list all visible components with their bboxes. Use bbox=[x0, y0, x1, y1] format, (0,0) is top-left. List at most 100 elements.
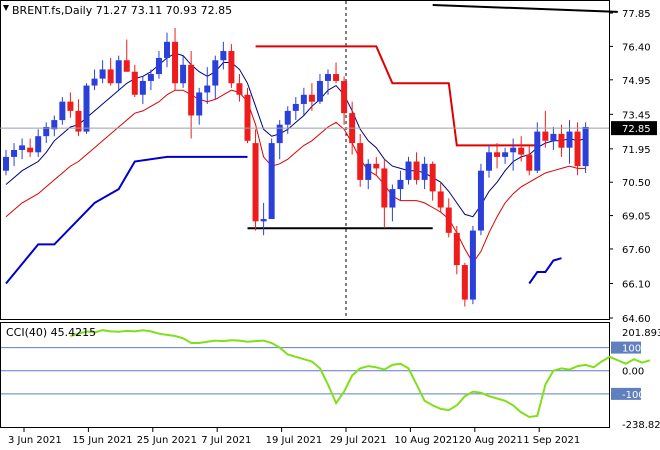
candle-body bbox=[107, 69, 114, 84]
candle-body bbox=[75, 110, 82, 132]
y-tick-label: 76.40 bbox=[622, 42, 651, 53]
candle-body bbox=[389, 189, 396, 208]
time-axis: 3 Jun 2021 15 Jun 2021 25 Jun 2021 7 Jul 20… bbox=[8, 428, 580, 446]
candle-body bbox=[518, 147, 525, 155]
cci-tick-label: -100 bbox=[622, 390, 645, 401]
candle-body bbox=[486, 152, 492, 171]
candle-body bbox=[574, 131, 581, 167]
cci-label: CCI(40) 45.4215 bbox=[6, 326, 96, 339]
candle-body bbox=[260, 219, 267, 222]
trailing-stop-line bbox=[255, 45, 538, 147]
candle-body bbox=[204, 85, 211, 93]
x-tick-label: 7 Jul 2021 bbox=[201, 435, 251, 446]
candle-body bbox=[51, 120, 58, 130]
candle-body bbox=[43, 126, 50, 137]
candle-body bbox=[188, 64, 195, 116]
candle-body bbox=[155, 57, 162, 75]
candle-body bbox=[582, 126, 589, 167]
cci-tick-label: 0.00 bbox=[622, 367, 644, 378]
candle-body bbox=[284, 110, 291, 125]
cci-pane-frame bbox=[0, 322, 610, 428]
candle-body bbox=[228, 51, 235, 84]
support-trend-line-2 bbox=[528, 257, 562, 285]
candle-body bbox=[316, 80, 323, 102]
cci-level-lines bbox=[1, 347, 609, 395]
candle-body bbox=[437, 191, 444, 208]
candle-body bbox=[566, 131, 573, 148]
candle-body bbox=[83, 85, 90, 132]
y-tick-label: 77.85 bbox=[622, 9, 651, 20]
price-pane: 77.85 76.40 74.95 73.45 71.95 70.50 69.05 67.60… bbox=[0, 0, 657, 325]
candle-body bbox=[397, 179, 404, 190]
y-tick-label: 64.60 bbox=[622, 314, 651, 325]
candle-body bbox=[341, 80, 348, 114]
candle-body bbox=[147, 74, 154, 81]
indicator-overlays bbox=[5, 4, 618, 285]
support-trend-line bbox=[5, 155, 248, 285]
cci-level-tag bbox=[611, 387, 641, 400]
x-tick-label: 20 Aug 2021 bbox=[459, 435, 523, 446]
candle-body bbox=[325, 74, 331, 81]
candle-body bbox=[373, 163, 380, 169]
candle-body bbox=[453, 232, 460, 266]
candle-body bbox=[91, 78, 98, 86]
candle-body bbox=[3, 156, 9, 171]
candle-body bbox=[99, 69, 106, 79]
price-axis: 77.85 76.40 74.95 73.45 71.95 70.50 69.05 67.60… bbox=[0, 9, 657, 325]
candle-body bbox=[19, 145, 26, 150]
candle-body bbox=[445, 207, 452, 233]
candle-body bbox=[357, 143, 364, 180]
candle-body bbox=[526, 154, 533, 171]
candle-body bbox=[35, 136, 42, 153]
candle-body bbox=[300, 94, 307, 104]
x-tick-label: 19 Jul 2021 bbox=[266, 435, 323, 446]
candle-body bbox=[534, 131, 541, 171]
candle-body bbox=[558, 133, 565, 148]
candle-body bbox=[164, 41, 170, 58]
candle-body bbox=[405, 161, 412, 180]
candle-body bbox=[276, 124, 283, 144]
resistance-line bbox=[432, 4, 618, 13]
y-tick-label: 74.95 bbox=[622, 76, 651, 87]
candle-body bbox=[220, 51, 227, 61]
cci-tick-label: 201.8937 bbox=[622, 328, 660, 339]
candle-body bbox=[172, 41, 179, 84]
candle-body bbox=[131, 71, 138, 95]
candle-body bbox=[180, 64, 187, 84]
x-tick-label: 10 Aug 2021 bbox=[394, 435, 458, 446]
candle-body bbox=[11, 149, 18, 157]
candle-body bbox=[212, 60, 219, 86]
cci-line bbox=[70, 329, 651, 419]
y-tick-label: 67.60 bbox=[622, 245, 651, 256]
candle-body bbox=[292, 103, 299, 111]
candle-body bbox=[123, 60, 130, 72]
y-tick-label: 69.05 bbox=[622, 212, 651, 223]
candlestick-series bbox=[3, 28, 589, 307]
last-price-tag bbox=[611, 121, 657, 136]
candle-body bbox=[27, 147, 34, 153]
y-tick-label: 70.50 bbox=[622, 178, 651, 189]
candle-body bbox=[510, 147, 517, 153]
candle-body bbox=[542, 131, 549, 141]
y-tick-label: 73.45 bbox=[622, 110, 651, 121]
candle-body bbox=[477, 170, 484, 231]
price-pane-frame bbox=[0, 0, 610, 320]
candle-body bbox=[333, 74, 340, 81]
candle-body bbox=[461, 265, 468, 300]
cci-series bbox=[70, 329, 651, 419]
candle-body bbox=[429, 163, 436, 192]
last-price-value: 72.85 bbox=[622, 124, 651, 135]
candle-body bbox=[381, 168, 388, 208]
x-tick-label: 3 Jun 2021 bbox=[8, 435, 62, 446]
candle-body bbox=[196, 92, 203, 116]
y-tick-label: 71.95 bbox=[622, 145, 651, 156]
cci-axis: 201.8937 100 0.00 -100 -238.825 bbox=[611, 328, 660, 431]
symbol-header-icon bbox=[3, 5, 9, 11]
candle-body bbox=[502, 152, 509, 157]
y-tick-label: 66.10 bbox=[622, 279, 651, 290]
candle-body bbox=[365, 163, 372, 180]
candle-body bbox=[236, 83, 243, 95]
candle-body bbox=[469, 230, 476, 300]
x-tick-label: 1 Sep 2021 bbox=[523, 435, 580, 446]
